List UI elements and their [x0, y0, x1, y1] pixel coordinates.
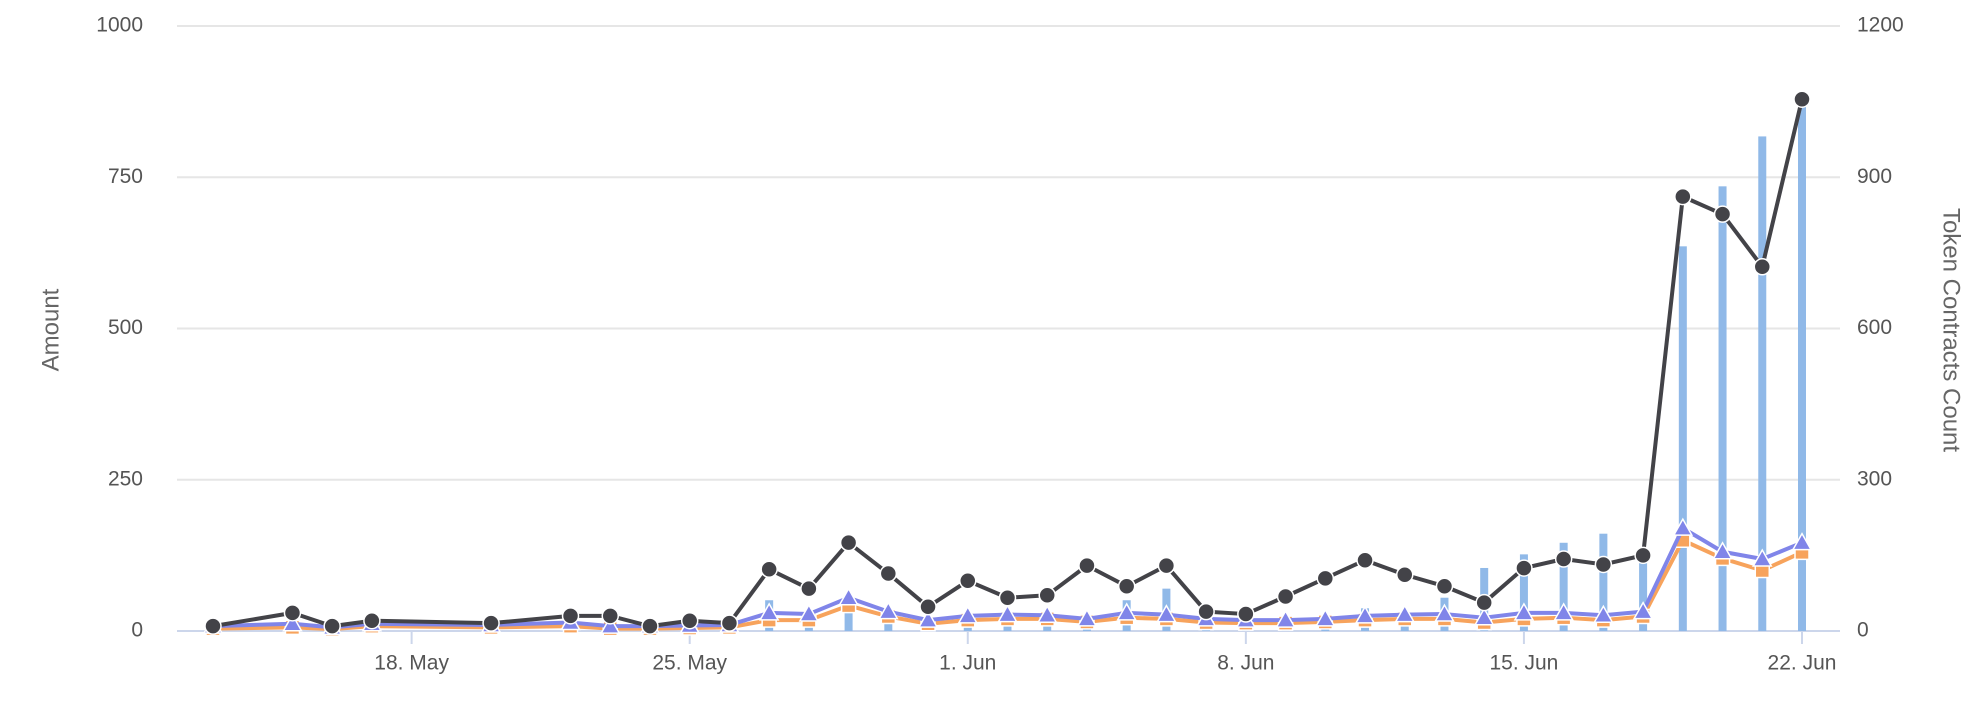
x-tick-label: 22. Jun [1768, 652, 1837, 675]
point [1316, 569, 1335, 588]
point [1475, 593, 1493, 612]
point [204, 617, 222, 635]
y-tick-label: 500 [108, 316, 143, 339]
point [1116, 602, 1137, 621]
point [1356, 551, 1374, 569]
point [1117, 577, 1136, 595]
point [323, 617, 341, 635]
bar [1718, 186, 1727, 631]
point [1473, 607, 1495, 626]
bar [1678, 246, 1687, 631]
point [1396, 565, 1414, 584]
point [680, 611, 699, 630]
point [1594, 555, 1613, 574]
point [1076, 608, 1098, 627]
point [1354, 605, 1376, 624]
point [1674, 187, 1692, 206]
point [1553, 602, 1574, 621]
point [1593, 604, 1614, 624]
point [1632, 601, 1654, 620]
point [1515, 559, 1533, 577]
y2-tick-label: 600 [1857, 316, 1892, 339]
y-tick-label: 750 [108, 165, 143, 188]
point [601, 607, 619, 625]
point [1793, 90, 1811, 108]
point [1513, 602, 1535, 621]
y2-axis-title: Token Contracts Count [1938, 208, 1965, 452]
point [1791, 532, 1813, 551]
point [1156, 604, 1177, 623]
point [1078, 556, 1096, 575]
x-tick-label: 25. May [652, 652, 727, 675]
bar [1559, 542, 1568, 631]
point [641, 617, 659, 635]
point [1634, 546, 1652, 565]
point [959, 572, 977, 590]
bar [844, 596, 853, 631]
point [1712, 541, 1733, 560]
point [800, 579, 818, 598]
point [917, 609, 939, 628]
point [997, 604, 1018, 623]
point [1434, 603, 1455, 622]
point [561, 607, 580, 625]
point [1157, 556, 1176, 575]
point [482, 614, 500, 632]
point [957, 605, 979, 624]
point [1435, 577, 1454, 595]
y2-tick-label: 0 [1857, 619, 1869, 642]
x-tick-label: 18. May [374, 652, 449, 675]
point [998, 588, 1017, 607]
bar [1798, 103, 1806, 631]
point [1394, 604, 1416, 623]
y2-tick-label: 1200 [1857, 14, 1904, 37]
point [1237, 605, 1255, 623]
y-tick-label: 250 [108, 467, 143, 490]
point [599, 615, 621, 634]
point [1751, 548, 1773, 567]
point [839, 533, 858, 552]
x-tick-label: 8. Jun [1217, 652, 1274, 675]
point [1672, 517, 1694, 536]
point [919, 598, 937, 616]
point [879, 564, 898, 583]
point [1315, 608, 1336, 627]
point [798, 603, 820, 622]
y2-tick-label: 300 [1857, 467, 1892, 490]
x-tick-label: 15. Jun [1489, 652, 1558, 675]
point [760, 560, 778, 579]
point [1275, 609, 1296, 628]
x-tick-label: 1. Jun [939, 652, 996, 675]
point [282, 613, 303, 632]
point [758, 602, 780, 621]
point [1753, 258, 1772, 276]
point [878, 601, 899, 620]
point [283, 604, 302, 622]
point [1554, 550, 1573, 568]
point [1038, 586, 1056, 605]
bar [1599, 533, 1608, 631]
y2-tick-label: 900 [1857, 165, 1892, 188]
point [1713, 205, 1732, 223]
point [720, 614, 739, 632]
y-tick-label: 0 [131, 619, 143, 642]
y-tick-label: 1000 [96, 14, 143, 37]
bar [1758, 136, 1767, 631]
point [1197, 602, 1215, 621]
point [838, 587, 859, 606]
point [1036, 604, 1058, 624]
point [1276, 587, 1295, 606]
y-axis-title: Amount [37, 288, 64, 371]
point [363, 611, 381, 630]
bar [1519, 554, 1528, 631]
bar [1639, 560, 1648, 631]
